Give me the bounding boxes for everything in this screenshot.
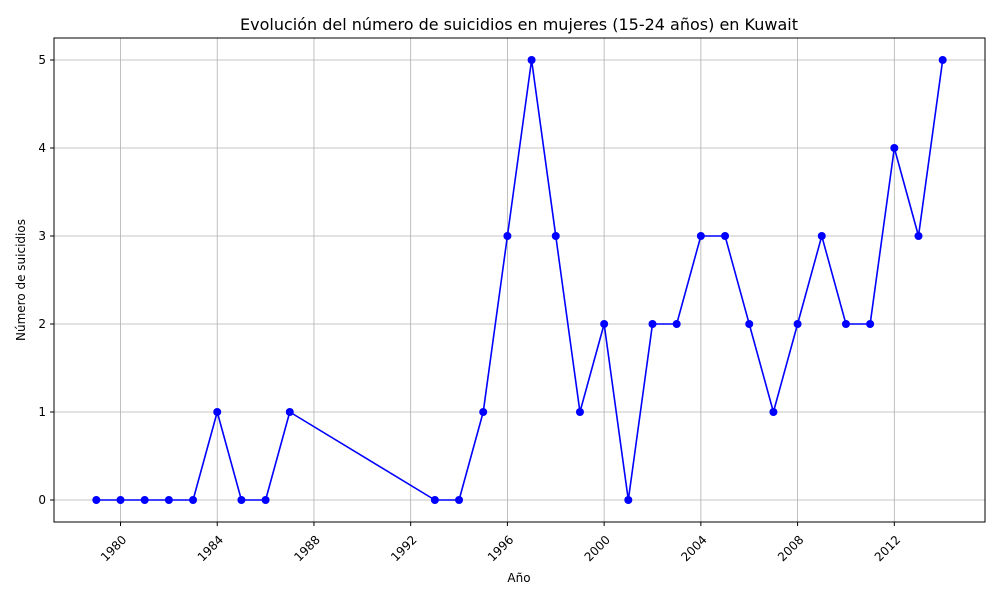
y-tick-label: 4	[38, 141, 46, 155]
data-point	[140, 496, 149, 504]
data-point	[237, 496, 246, 504]
data-point	[189, 496, 198, 504]
data-point	[696, 232, 705, 240]
data-point	[817, 232, 826, 240]
data-point	[841, 320, 850, 328]
data-point	[479, 408, 488, 416]
data-point	[648, 320, 657, 328]
data-point	[285, 408, 294, 416]
data-point	[551, 232, 560, 240]
data-point	[672, 320, 681, 328]
data-point	[721, 232, 730, 240]
data-point	[164, 496, 173, 504]
series-layer	[92, 56, 947, 504]
chart-title: Evolución del número de suicidios en muj…	[240, 15, 798, 34]
data-point	[430, 496, 439, 504]
data-point	[866, 320, 875, 328]
data-point	[116, 496, 125, 504]
data-point	[527, 56, 536, 64]
y-tick-label: 0	[38, 493, 46, 507]
data-point	[455, 496, 464, 504]
data-point	[745, 320, 754, 328]
data-point	[213, 408, 222, 416]
plot-frame	[53, 37, 986, 523]
data-point	[890, 144, 899, 152]
data-point	[914, 232, 923, 240]
data-point	[261, 496, 270, 504]
data-point	[92, 496, 101, 504]
data-point	[600, 320, 609, 328]
y-tick-label: 2	[38, 317, 46, 331]
y-tick-label: 5	[38, 53, 46, 67]
y-axis-label: Número de suicidios	[14, 219, 28, 341]
data-point	[575, 408, 584, 416]
data-point	[769, 408, 778, 416]
x-axis-label: Año	[507, 571, 530, 585]
data-point	[793, 320, 802, 328]
data-point	[624, 496, 633, 504]
y-tick-label: 1	[38, 405, 46, 419]
y-tick-label: 3	[38, 229, 46, 243]
data-point	[938, 56, 947, 64]
data-point	[503, 232, 512, 240]
